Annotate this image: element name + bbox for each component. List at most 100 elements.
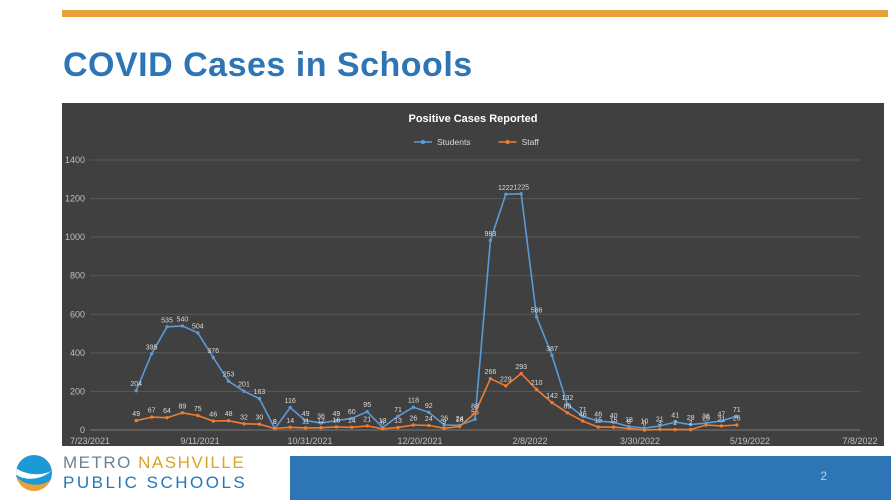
svg-text:14: 14 [286, 418, 294, 425]
svg-text:46: 46 [594, 412, 602, 419]
svg-text:24: 24 [456, 416, 464, 423]
svg-text:13: 13 [379, 418, 387, 425]
mnps-logo: METRO NASHVILLE PUBLIC SCHOOLS [14, 453, 247, 494]
chart-legend: Students Staff [414, 137, 540, 147]
svg-text:75: 75 [194, 406, 202, 413]
svg-text:48: 48 [225, 411, 233, 418]
svg-text:18: 18 [456, 417, 464, 424]
svg-text:11: 11 [302, 418, 309, 425]
svg-text:387: 387 [546, 346, 558, 353]
svg-text:600: 600 [70, 309, 85, 319]
svg-text:0: 0 [642, 421, 646, 428]
chart-container: 0 200 400 600 800 1000 1200 1400 7/23/2021 9/11/2… [62, 103, 884, 446]
svg-text:41: 41 [671, 413, 679, 420]
svg-text:26: 26 [410, 416, 418, 423]
svg-text:200: 200 [70, 386, 85, 396]
svg-text:92: 92 [425, 403, 433, 410]
svg-text:8: 8 [627, 419, 631, 426]
svg-text:36: 36 [702, 414, 710, 421]
svg-text:293: 293 [515, 364, 527, 371]
svg-text:26: 26 [440, 416, 448, 423]
svg-text:8: 8 [273, 419, 277, 426]
svg-text:3/30/2022: 3/30/2022 [620, 436, 660, 446]
svg-text:0: 0 [80, 425, 85, 435]
mnps-logo-icon [15, 454, 53, 493]
svg-text:15: 15 [594, 418, 602, 425]
logo-metro: METRO [63, 453, 132, 472]
svg-text:535: 535 [161, 317, 173, 324]
mnps-logo-text: METRO NASHVILLE PUBLIC SCHOOLS [63, 453, 247, 494]
svg-text:204: 204 [130, 381, 142, 388]
svg-text:7/23/2021: 7/23/2021 [70, 436, 110, 446]
svg-text:8: 8 [273, 419, 277, 426]
svg-text:16: 16 [333, 417, 341, 424]
svg-text:540: 540 [177, 316, 189, 323]
svg-text:12: 12 [317, 418, 325, 425]
svg-text:67: 67 [148, 408, 156, 415]
svg-text:229: 229 [500, 376, 512, 383]
svg-text:266: 266 [485, 369, 497, 376]
svg-text:28: 28 [687, 415, 695, 422]
svg-text:Staff: Staff [522, 137, 540, 147]
svg-text:1000: 1000 [65, 232, 85, 242]
chart-markers-students [134, 192, 739, 431]
svg-text:21: 21 [656, 416, 664, 423]
slide-title: COVID Cases in Schools [63, 46, 473, 84]
chart-x-axis-labels: 7/23/2021 9/11/2021 10/31/2021 12/20/2021 2/… [70, 436, 878, 446]
svg-text:40: 40 [610, 413, 618, 420]
svg-text:32: 32 [240, 414, 248, 421]
svg-text:118: 118 [408, 398, 419, 405]
svg-text:Students: Students [437, 137, 471, 147]
svg-text:88: 88 [471, 404, 479, 411]
svg-text:800: 800 [70, 271, 85, 281]
svg-text:46: 46 [209, 412, 217, 419]
svg-text:586: 586 [531, 308, 543, 315]
chart-grid [90, 159, 860, 431]
svg-text:47: 47 [718, 411, 726, 418]
svg-text:Positive Cases Reported: Positive Cases Reported [409, 113, 538, 125]
chart-title: Positive Cases Reported [409, 113, 538, 125]
svg-text:253: 253 [223, 372, 235, 379]
svg-text:9: 9 [442, 419, 446, 426]
svg-text:163: 163 [254, 389, 266, 396]
svg-text:10/31/2021: 10/31/2021 [287, 436, 332, 446]
svg-text:12/20/2021: 12/20/2021 [397, 436, 442, 446]
svg-text:210: 210 [531, 380, 543, 387]
svg-text:21: 21 [718, 416, 726, 423]
svg-text:1225: 1225 [513, 184, 529, 191]
logo-public-schools: PUBLIC SCHOOLS [63, 473, 248, 493]
svg-text:1222: 1222 [498, 185, 514, 192]
svg-text:9/11/2021: 9/11/2021 [180, 436, 219, 446]
footer-bar: 2 [290, 456, 891, 500]
svg-text:132: 132 [562, 395, 574, 402]
svg-text:1200: 1200 [65, 194, 85, 204]
logo-nashville: NASHVILLE [138, 453, 246, 472]
svg-text:400: 400 [70, 348, 85, 358]
logo-line-1: METRO NASHVILLE [63, 453, 247, 473]
svg-text:14: 14 [348, 418, 356, 425]
svg-text:5/19/2022: 5/19/2022 [730, 436, 770, 446]
svg-text:10: 10 [641, 419, 649, 426]
svg-text:49: 49 [333, 411, 341, 418]
svg-text:46: 46 [579, 412, 587, 419]
svg-text:3: 3 [658, 420, 662, 427]
svg-text:7/8/2022: 7/8/2022 [842, 436, 877, 446]
svg-text:95: 95 [363, 402, 371, 409]
top-accent-bar [62, 10, 888, 17]
svg-text:1400: 1400 [65, 155, 85, 165]
svg-text:49: 49 [132, 411, 140, 418]
svg-text:201: 201 [238, 382, 250, 389]
chart-y-axis-labels: 0 200 400 600 800 1000 1200 1400 [65, 155, 85, 435]
svg-text:983: 983 [485, 231, 497, 238]
svg-text:26: 26 [733, 416, 741, 423]
svg-text:395: 395 [146, 344, 158, 351]
svg-text:30: 30 [256, 415, 264, 422]
page-number: 2 [820, 469, 827, 483]
svg-text:26: 26 [702, 416, 710, 423]
svg-text:13: 13 [394, 418, 402, 425]
svg-text:24: 24 [425, 416, 433, 423]
